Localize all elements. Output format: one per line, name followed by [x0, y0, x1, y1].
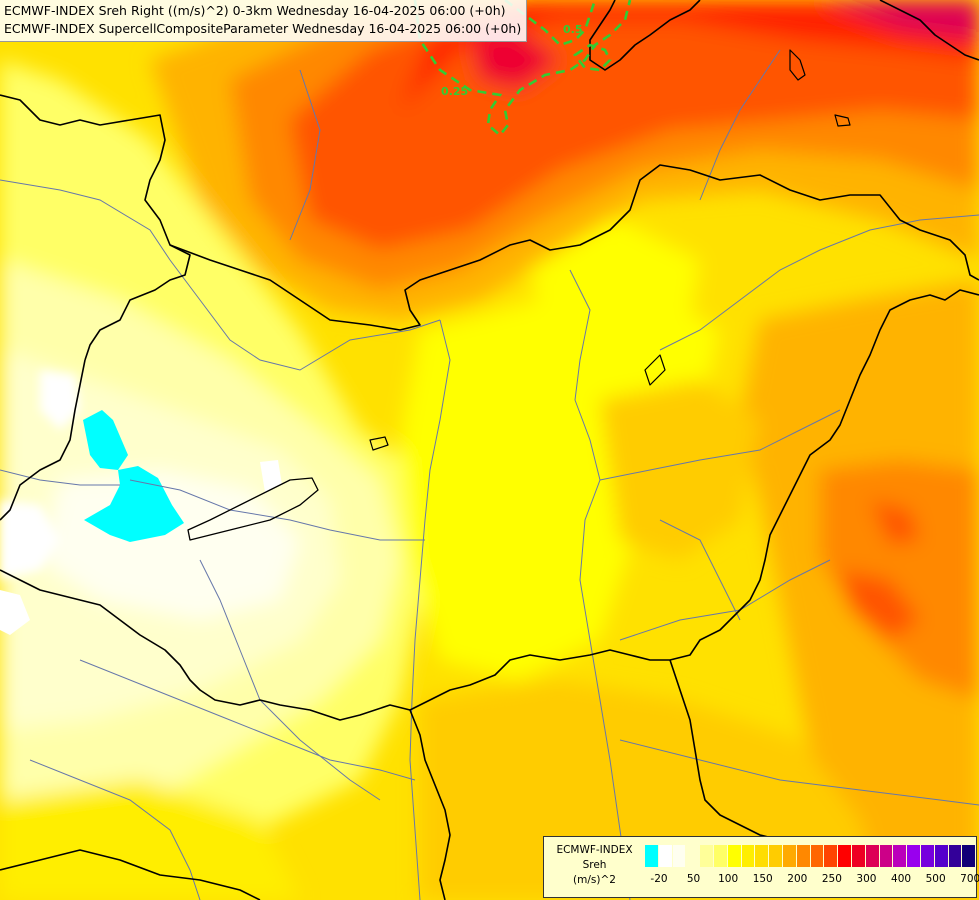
- legend-swatch: [796, 845, 811, 867]
- legend-swatches: [645, 845, 977, 867]
- legend-swatch: [686, 845, 701, 867]
- legend-swatch: [727, 845, 742, 867]
- legend-swatch: [824, 845, 839, 867]
- map-title-box: ECMWF-INDEX Sreh Right ((m/s)^2) 0-3km W…: [0, 0, 528, 42]
- legend-swatch: [893, 845, 908, 867]
- legend-swatch: [672, 845, 687, 867]
- legend-swatch: [920, 845, 935, 867]
- legend-units: (m/s)^2: [573, 874, 616, 886]
- legend-swatch: [769, 845, 783, 867]
- legend-ticks: -20 50 100 150 200 250 300 400 500 700: [645, 873, 979, 887]
- color-legend: ECMWF-INDEX Sreh (m/s)^2 -20 50 100 150 200 2…: [543, 836, 979, 898]
- title-scp: ECMWF-INDEX SupercellCompositeParameter …: [4, 21, 522, 36]
- legend-model: ECMWF-INDEX: [556, 844, 633, 856]
- legend-swatch: [907, 845, 921, 867]
- legend-swatch: [962, 845, 977, 867]
- legend-swatch: [934, 845, 949, 867]
- legend-tick-label: 300: [856, 873, 877, 885]
- legend-title: ECMWF-INDEX Sreh (m/s)^2: [547, 843, 642, 888]
- legend-swatch: [865, 845, 880, 867]
- legend-swatch: [879, 845, 894, 867]
- legend-tick-label: 700: [960, 873, 979, 885]
- legend-tick-label: 100: [718, 873, 739, 885]
- legend-tick-label: -20: [650, 873, 668, 885]
- scp-contours: [413, 0, 632, 137]
- rivers: [0, 49, 979, 900]
- contour-label-05: 0.5: [563, 23, 583, 36]
- legend-tick-label: 400: [891, 873, 912, 885]
- legend-swatch: [645, 845, 659, 867]
- legend-swatch: [741, 845, 756, 867]
- legend-tick-label: 250: [821, 873, 842, 885]
- legend-swatch: [838, 845, 852, 867]
- legend-swatch: [810, 845, 825, 867]
- legend-swatch: [713, 845, 728, 867]
- contour-label-025: 0.25: [441, 85, 468, 98]
- legend-tick-label: 50: [686, 873, 701, 885]
- legend-tick-label: 200: [787, 873, 808, 885]
- legend-swatch: [755, 845, 770, 867]
- title-sreh: ECMWF-INDEX Sreh Right ((m/s)^2) 0-3km W…: [4, 3, 506, 18]
- legend-swatch: [948, 845, 963, 867]
- legend-tick-label: 150: [752, 873, 773, 885]
- legend-variable: Sreh: [582, 859, 607, 871]
- legend-tick-label: 500: [925, 873, 946, 885]
- legend-swatch: [658, 845, 673, 867]
- legend-swatch: [700, 845, 714, 867]
- low-sreh-patches: [0, 370, 282, 635]
- legend-swatch: [851, 845, 866, 867]
- legend-swatch: [782, 845, 797, 867]
